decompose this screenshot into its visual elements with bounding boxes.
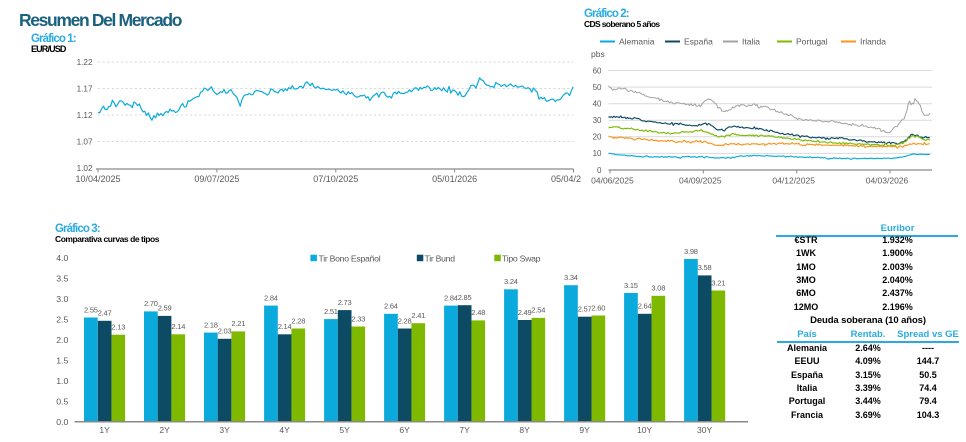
svg-text:Tir Bono Español: Tir Bono Español: [319, 253, 381, 263]
svg-text:1.02: 1.02: [77, 164, 93, 173]
svg-text:2.49: 2.49: [518, 308, 532, 317]
svg-text:04/06/2025: 04/06/2025: [591, 176, 634, 186]
svg-text:0: 0: [597, 166, 602, 175]
svg-text:Alemania: Alemania: [619, 37, 655, 47]
svg-text:2.60: 2.60: [591, 303, 605, 312]
svg-text:España: España: [684, 37, 713, 47]
svg-text:2.18: 2.18: [204, 320, 218, 329]
svg-text:pbs: pbs: [591, 49, 605, 59]
svg-text:2.73: 2.73: [338, 298, 352, 307]
svg-text:50: 50: [593, 83, 602, 92]
svg-text:1.12: 1.12: [77, 111, 93, 120]
svg-text:2.13: 2.13: [111, 323, 125, 332]
svg-text:1.22: 1.22: [77, 58, 93, 67]
svg-text:1.07: 1.07: [77, 137, 93, 146]
svg-text:2.47: 2.47: [98, 309, 112, 318]
svg-text:2.21: 2.21: [231, 319, 245, 328]
svg-text:10/04/2025: 10/04/2025: [75, 174, 120, 184]
svg-text:2.70: 2.70: [144, 299, 158, 308]
svg-text:30Y: 30Y: [697, 425, 712, 435]
svg-text:04/09/2025: 04/09/2025: [679, 176, 722, 186]
svg-text:5Y: 5Y: [339, 425, 350, 435]
svg-text:2.64: 2.64: [638, 302, 652, 311]
svg-text:2.03: 2.03: [218, 327, 232, 336]
svg-text:6Y: 6Y: [399, 425, 410, 435]
svg-text:10: 10: [593, 149, 602, 158]
svg-text:4Y: 4Y: [279, 425, 290, 435]
svg-text:30: 30: [593, 116, 602, 125]
svg-text:2.85: 2.85: [458, 293, 472, 302]
svg-text:2.84: 2.84: [264, 293, 278, 302]
svg-text:3.15: 3.15: [624, 281, 638, 290]
svg-text:3.58: 3.58: [698, 263, 712, 272]
svg-text:3.34: 3.34: [564, 273, 578, 282]
svg-text:Portugal: Portugal: [796, 37, 828, 47]
svg-text:0.5: 0.5: [56, 396, 68, 406]
svg-text:05/04/2026: 05/04/2026: [551, 174, 596, 184]
svg-text:10Y: 10Y: [637, 425, 652, 435]
svg-text:2.33: 2.33: [351, 314, 365, 323]
svg-text:Italia: Italia: [742, 37, 760, 47]
svg-text:2.57: 2.57: [578, 305, 592, 314]
svg-text:2.0: 2.0: [56, 335, 68, 345]
svg-text:2.64: 2.64: [384, 302, 398, 311]
svg-text:Tir Bund: Tir Bund: [425, 253, 456, 263]
svg-text:2.28: 2.28: [398, 316, 412, 325]
svg-text:2.55: 2.55: [84, 305, 98, 314]
svg-text:0.0: 0.0: [56, 417, 68, 427]
svg-text:09/07/2025: 09/07/2025: [194, 174, 239, 184]
svg-text:1Y: 1Y: [99, 425, 110, 435]
svg-text:40: 40: [593, 100, 602, 109]
svg-text:07/10/2025: 07/10/2025: [313, 174, 358, 184]
svg-text:3.98: 3.98: [684, 247, 698, 256]
svg-text:9Y: 9Y: [579, 425, 590, 435]
svg-text:3.24: 3.24: [504, 277, 518, 286]
svg-text:1.0: 1.0: [56, 376, 68, 386]
svg-text:3.08: 3.08: [651, 284, 665, 293]
svg-text:3.21: 3.21: [711, 278, 725, 287]
svg-text:2.28: 2.28: [291, 316, 305, 325]
svg-text:1.5: 1.5: [56, 356, 68, 366]
svg-text:04/12/2025: 04/12/2025: [772, 176, 815, 186]
svg-text:Tipo Swap: Tipo Swap: [502, 253, 541, 263]
svg-text:05/01/2026: 05/01/2026: [432, 174, 477, 184]
svg-text:3.5: 3.5: [56, 274, 68, 284]
svg-text:7Y: 7Y: [459, 425, 470, 435]
svg-text:3Y: 3Y: [219, 425, 230, 435]
svg-text:2Y: 2Y: [159, 425, 170, 435]
svg-text:1.17: 1.17: [77, 84, 93, 93]
svg-text:2.59: 2.59: [158, 304, 172, 313]
svg-text:2.14: 2.14: [278, 322, 292, 331]
svg-text:60: 60: [593, 66, 602, 75]
svg-text:2.14: 2.14: [171, 322, 185, 331]
svg-text:3.0: 3.0: [56, 294, 68, 304]
svg-text:2.51: 2.51: [324, 307, 338, 316]
svg-text:4.0: 4.0: [56, 253, 68, 263]
svg-text:8Y: 8Y: [519, 425, 530, 435]
svg-text:2.54: 2.54: [531, 306, 545, 315]
svg-text:2.84: 2.84: [444, 293, 458, 302]
svg-text:2.41: 2.41: [411, 311, 425, 320]
svg-text:20: 20: [593, 133, 602, 142]
svg-text:Irlanda: Irlanda: [860, 37, 886, 47]
svg-text:2.48: 2.48: [471, 308, 485, 317]
svg-text:2.5: 2.5: [56, 315, 68, 325]
svg-text:04/03/2026: 04/03/2026: [866, 176, 909, 186]
